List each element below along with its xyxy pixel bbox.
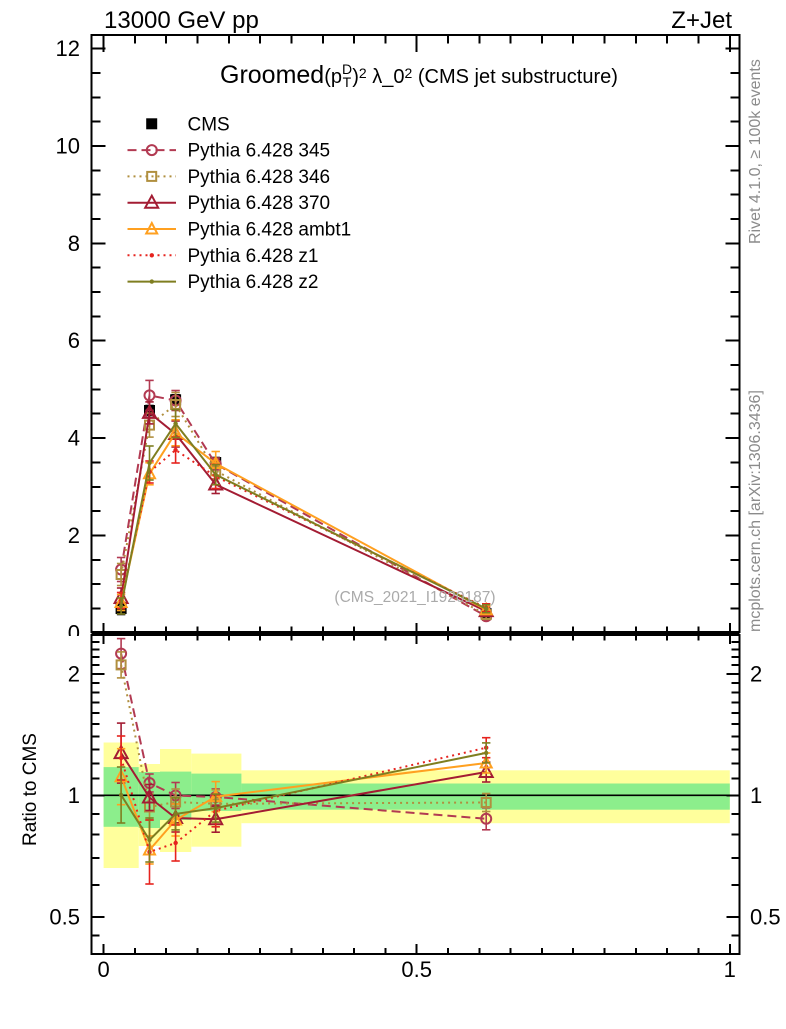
svg-text:Pythia 6.428 346: Pythia 6.428 346 [188, 167, 331, 188]
svg-text:12: 12 [56, 36, 80, 61]
svg-text:13000 GeV pp: 13000 GeV pp [104, 7, 259, 34]
svg-text:2: 2 [68, 661, 80, 686]
svg-text:CMS: CMS [188, 114, 230, 135]
svg-text:Pythia 6.428 370: Pythia 6.428 370 [188, 193, 331, 214]
svg-text:mcplots.cern.ch [arXiv:1306.34: mcplots.cern.ch [arXiv:1306.3436] [747, 390, 764, 632]
svg-text:10: 10 [56, 134, 80, 159]
svg-text:1: 1 [750, 783, 762, 808]
svg-text:8: 8 [68, 231, 80, 256]
svg-text:2: 2 [750, 661, 762, 686]
svg-text:1: 1 [68, 783, 80, 808]
svg-text:Ratio to CMS: Ratio to CMS [20, 733, 41, 846]
svg-text:6: 6 [68, 328, 80, 353]
svg-text:4: 4 [68, 426, 80, 451]
svg-text:Groomed(pDT)2 λ_02 (CMS jet su: Groomed(pD T)2 λ_02 (CMS jet substructure… [220, 61, 618, 90]
svg-text:1: 1 [724, 957, 736, 982]
svg-text:2: 2 [68, 523, 80, 548]
svg-text:Rivet 4.1.0, ≥ 100k events: Rivet 4.1.0, ≥ 100k events [747, 59, 764, 244]
svg-text:Pythia 6.428 345: Pythia 6.428 345 [188, 141, 331, 162]
svg-text:0.5: 0.5 [401, 957, 432, 982]
svg-text:0.5: 0.5 [49, 904, 80, 929]
svg-text:Pythia 6.428 ambt1: Pythia 6.428 ambt1 [188, 220, 352, 241]
svg-text:0: 0 [97, 957, 109, 982]
svg-text:(CMS_2021_I1920187): (CMS_2021_I1920187) [334, 589, 495, 606]
svg-text:Z+Jet: Z+Jet [671, 7, 732, 34]
svg-text:0.5: 0.5 [750, 904, 781, 929]
svg-text:Pythia 6.428 z2: Pythia 6.428 z2 [188, 272, 319, 293]
svg-text:Pythia 6.428 z1: Pythia 6.428 z1 [188, 246, 319, 267]
